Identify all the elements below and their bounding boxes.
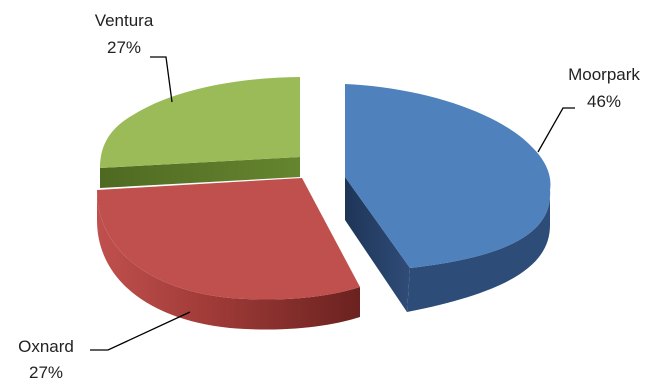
slice-moorpark [345,84,551,312]
label-moorpark-name: Moorpark [568,65,640,84]
slice-moorpark-cut-side [345,177,410,312]
slice-moorpark-top [345,84,551,268]
slice-oxnard-side [97,190,360,330]
label-oxnard-pct: 27% [29,363,63,382]
label-ventura-pct: 27% [107,38,141,57]
slice-ventura-top [100,77,300,168]
label-ventura-name: Ventura [95,11,154,30]
slice-moorpark-side [407,190,551,312]
label-oxnard-name: Oxnard [18,337,74,356]
leader-oxnard [90,311,191,351]
slice-ventura [100,77,300,188]
label-moorpark-pct: 46% [587,92,621,111]
slice-oxnard-top [97,178,360,300]
leader-ventura [150,56,173,103]
slice-oxnard [97,178,360,330]
slice-ventura-side [100,157,300,188]
leader-moorpark [537,107,575,153]
